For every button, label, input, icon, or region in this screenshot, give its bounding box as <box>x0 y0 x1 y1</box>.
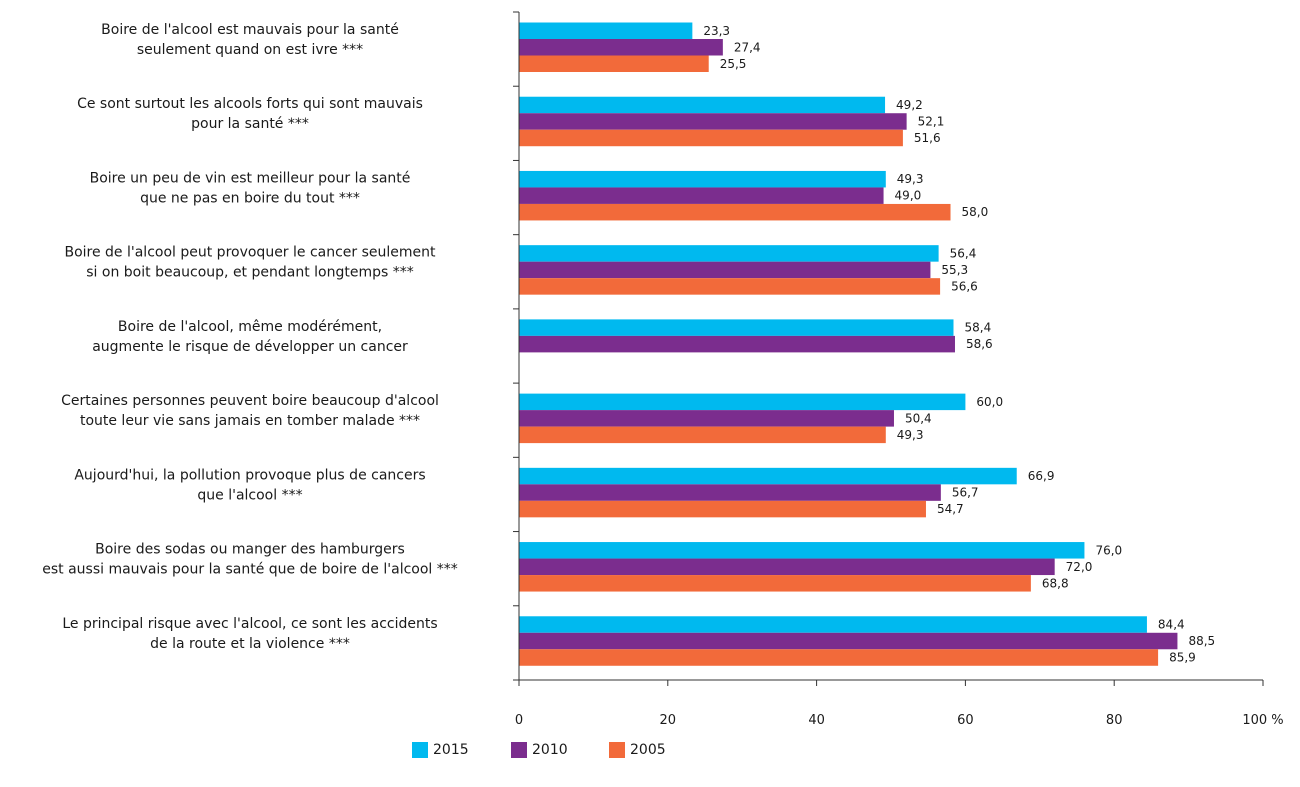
bar-2010-7 <box>519 558 1055 576</box>
bar-2005-3 <box>519 278 941 295</box>
bar-2015-3 <box>519 245 939 262</box>
category-label-3-line-1: si on boit beaucoup, et pendant longtemp… <box>86 265 413 281</box>
bar-2010-5 <box>519 410 894 427</box>
value-label-2015-8: 84,4 <box>1158 618 1185 632</box>
category-label-4-line-0: Boire de l'alcool, même modérément, <box>118 319 382 335</box>
bar-2010-1 <box>519 113 907 130</box>
bar-2010-8 <box>519 632 1178 650</box>
category-label-3-line-0: Boire de l'alcool peut provoquer le canc… <box>64 245 436 261</box>
bar-2005-8 <box>519 649 1159 666</box>
bar-2015-1 <box>519 96 886 114</box>
bar-2010-4 <box>519 335 955 353</box>
bar-2015-4 <box>519 319 954 336</box>
legend-label-2005: 2005 <box>630 742 666 758</box>
category-label-2-line-1: que ne pas en boire du tout *** <box>140 190 360 206</box>
value-label-2015-1: 49,2 <box>896 98 923 112</box>
value-label-2010-2: 49,0 <box>895 189 922 203</box>
bar-2005-0 <box>519 55 709 72</box>
x-tick-label-1: 20 <box>660 713 677 728</box>
bar-2005-6 <box>519 500 926 518</box>
legend-swatch-2005 <box>609 742 625 758</box>
bar-2015-0 <box>519 22 693 39</box>
value-label-2010-4: 58,6 <box>966 337 993 351</box>
category-label-1-line-0: Ce sont surtout les alcools forts qui so… <box>77 96 423 112</box>
x-tick-label-4: 80 <box>1106 713 1123 728</box>
value-label-2010-8: 88,5 <box>1188 634 1215 648</box>
value-label-2015-6: 66,9 <box>1028 469 1055 483</box>
category-label-2-line-0: Boire un peu de vin est meilleur pour la… <box>90 170 411 186</box>
bar-2010-0 <box>519 39 723 56</box>
value-label-2005-8: 85,9 <box>1169 651 1196 665</box>
value-label-2010-1: 52,1 <box>918 114 945 128</box>
value-label-2015-0: 23,3 <box>703 24 730 38</box>
legend-label-2010: 2010 <box>532 742 568 758</box>
category-label-5-line-1: toute leur vie sans jamais en tomber mal… <box>80 413 420 429</box>
bar-2010-3 <box>519 261 931 279</box>
value-label-2010-6: 56,7 <box>952 486 979 500</box>
category-label-8-line-0: Le principal risque avec l'alcool, ce so… <box>62 616 437 632</box>
legend-swatch-2015 <box>412 742 428 758</box>
category-label-4-line-1: augmente le risque de développer un canc… <box>92 339 408 355</box>
legend-swatch-2010 <box>511 742 527 758</box>
bar-2005-2 <box>519 203 951 221</box>
category-label-1-line-1: pour la santé *** <box>191 116 309 132</box>
value-label-2015-5: 60,0 <box>976 395 1003 409</box>
bar-2015-7 <box>519 542 1085 559</box>
category-label-0-line-0: Boire de l'alcool est mauvais pour la sa… <box>101 22 399 38</box>
bar-2005-1 <box>519 129 903 147</box>
bar-2010-2 <box>519 187 884 204</box>
x-tick-label-2: 40 <box>808 713 825 728</box>
value-label-2010-3: 55,3 <box>941 263 968 277</box>
value-label-2010-5: 50,4 <box>905 411 932 425</box>
bar-2010-6 <box>519 484 941 501</box>
bar-2015-8 <box>519 616 1147 633</box>
value-label-2005-6: 54,7 <box>937 502 964 516</box>
value-label-2005-5: 49,3 <box>897 428 924 442</box>
x-tick-label-0: 0 <box>515 713 523 728</box>
value-label-2005-3: 56,6 <box>951 279 978 293</box>
value-label-2005-7: 68,8 <box>1042 576 1069 590</box>
bar-2005-5 <box>519 426 886 444</box>
value-label-2005-2: 58,0 <box>962 205 989 219</box>
category-label-7-line-1: est aussi mauvais pour la santé que de b… <box>42 562 458 578</box>
value-label-2015-4: 58,4 <box>964 321 991 335</box>
legend-label-2015: 2015 <box>433 742 469 758</box>
bar-2015-5 <box>519 393 966 411</box>
category-label-0-line-1: seulement quand on est ivre *** <box>137 42 363 58</box>
x-tick-label-5: 100 % <box>1242 713 1283 728</box>
value-label-2015-2: 49,3 <box>897 172 924 186</box>
value-label-2005-0: 25,5 <box>720 57 747 71</box>
bar-2015-2 <box>519 170 886 188</box>
value-label-2010-0: 27,4 <box>734 40 761 54</box>
bar-2015-6 <box>519 467 1017 485</box>
value-label-2015-7: 76,0 <box>1095 543 1122 557</box>
value-label-2005-1: 51,6 <box>914 131 941 145</box>
category-label-6-line-0: Aujourd'hui, la pollution provoque plus … <box>74 467 425 483</box>
bar-2005-7 <box>519 575 1031 592</box>
category-label-5-line-0: Certaines personnes peuvent boire beauco… <box>61 393 439 409</box>
x-tick-label-3: 60 <box>957 713 974 728</box>
category-label-7-line-0: Boire des sodas ou manger des hamburgers <box>95 542 405 558</box>
category-label-6-line-1: que l'alcool *** <box>197 487 302 503</box>
value-label-2010-7: 72,0 <box>1066 560 1093 574</box>
value-label-2015-3: 56,4 <box>950 246 977 260</box>
category-label-8-line-1: de la route et la violence *** <box>150 636 350 652</box>
